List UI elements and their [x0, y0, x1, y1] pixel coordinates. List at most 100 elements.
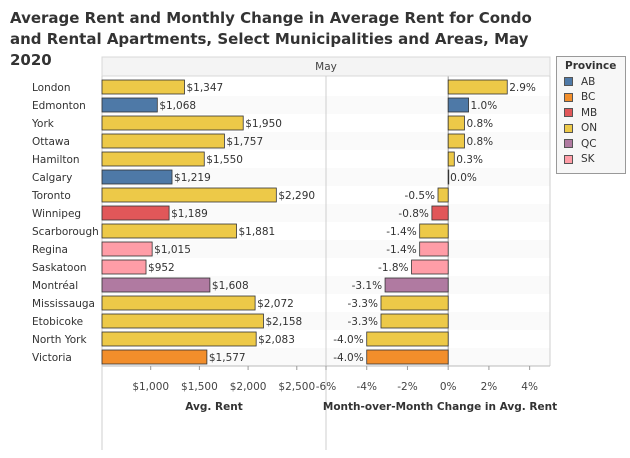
bar-mom_change: [384, 277, 449, 293]
data-label: $1,577: [209, 352, 246, 364]
data-label: 0.8%: [466, 136, 493, 148]
category-label: Hamilton: [32, 154, 80, 166]
axis-title: Month-over-Month Change in Avg. Rent: [323, 401, 557, 413]
data-label: $2,083: [258, 334, 295, 346]
bar-avg_rent: [101, 133, 225, 149]
legend-title: Province: [565, 60, 617, 72]
data-label: -1.4%: [386, 226, 416, 238]
bar-avg_rent: [101, 115, 244, 131]
category-label: Calgary: [32, 172, 72, 184]
data-label: -4.0%: [333, 352, 363, 364]
bar-mom_change: [419, 223, 449, 239]
data-label: -0.5%: [405, 190, 435, 202]
tick-label: -4%: [357, 381, 377, 393]
bar-mom_change: [380, 313, 449, 329]
legend-item-qc[interactable]: QC: [557, 136, 625, 152]
legend-label: QC: [581, 137, 597, 150]
data-label: -1.4%: [386, 244, 416, 256]
data-label: $952: [148, 262, 175, 274]
bar-avg_rent: [101, 223, 237, 239]
category-label: North York: [32, 334, 87, 346]
legend-swatch: [564, 154, 573, 164]
data-label: $1,550: [206, 154, 243, 166]
bar-mom_change: [447, 79, 508, 95]
data-label: $1,881: [238, 226, 275, 238]
data-label: $1,950: [245, 118, 282, 130]
bar-avg_rent: [101, 313, 264, 329]
data-label: -3.1%: [352, 280, 382, 292]
legend-label: BC: [581, 91, 596, 104]
chart-title: Average Rent and Monthly Change in Avera…: [10, 9, 532, 69]
data-label: 0.3%: [456, 154, 483, 166]
tick-label: 0%: [440, 381, 457, 393]
data-label: -1.8%: [378, 262, 408, 274]
bar-mom_change: [419, 241, 449, 257]
data-label: $1,189: [171, 208, 208, 220]
bar-avg_rent: [101, 349, 208, 365]
bar-mom_change: [437, 187, 449, 203]
data-label: 0.0%: [450, 172, 477, 184]
header-label: May: [315, 61, 337, 73]
tick-label: $1,000: [132, 381, 169, 393]
bar-avg_rent: [101, 241, 153, 257]
data-label: $1,608: [212, 280, 249, 292]
category-label: York: [31, 118, 55, 130]
legend-swatch: [564, 77, 573, 87]
category-label: London: [32, 82, 71, 94]
bar-mom_change: [366, 331, 449, 347]
data-label: -3.3%: [348, 316, 378, 328]
data-label: $1,219: [174, 172, 211, 184]
category-label: Ottawa: [32, 136, 70, 148]
legend-label: SK: [581, 153, 595, 166]
legend: Province AB BC MB ON QC SK: [556, 56, 626, 174]
bar-avg_rent: [101, 331, 257, 347]
bar-avg_rent: [101, 295, 256, 311]
legend-swatch: [564, 139, 573, 149]
data-label: -3.3%: [348, 298, 378, 310]
legend-item-on[interactable]: ON: [557, 121, 625, 137]
legend-swatch: [564, 92, 573, 102]
category-label: Winnipeg: [32, 208, 81, 220]
legend-item-ab[interactable]: AB: [557, 74, 625, 90]
category-label: Edmonton: [32, 100, 86, 112]
legend-item-mb[interactable]: MB: [557, 105, 625, 121]
category-label: Toronto: [31, 190, 71, 202]
data-label: $1,757: [226, 136, 263, 148]
data-label: $2,158: [265, 316, 302, 328]
bar-mom_change: [366, 349, 449, 365]
bar-avg_rent: [101, 151, 205, 167]
bar-avg_rent: [101, 187, 277, 203]
bar-mom_change: [447, 151, 455, 167]
data-label: 2.9%: [509, 82, 536, 94]
bar-mom_change: [431, 205, 449, 221]
data-label: 0.8%: [466, 118, 493, 130]
tick-label: 2%: [481, 381, 498, 393]
data-label: $2,290: [278, 190, 315, 202]
category-label: Regina: [32, 244, 68, 256]
category-label: Saskatoon: [32, 262, 87, 274]
legend-item-bc[interactable]: BC: [557, 90, 625, 106]
data-label: -0.8%: [398, 208, 428, 220]
legend-label: MB: [581, 106, 598, 119]
tick-label: $2,500: [278, 381, 315, 393]
legend-item-sk[interactable]: SK: [557, 152, 625, 168]
data-label: $2,072: [257, 298, 294, 310]
category-label: Etobicoke: [32, 316, 83, 328]
tick-label: -6%: [316, 381, 336, 393]
axis-title: Avg. Rent: [185, 401, 242, 413]
data-label: -4.0%: [333, 334, 363, 346]
tick-label: $1,500: [181, 381, 218, 393]
legend-label: AB: [581, 75, 596, 88]
legend-swatch: [564, 123, 573, 133]
bar-mom_change: [447, 133, 465, 149]
category-label: Scarborough: [32, 226, 99, 238]
bar-avg_rent: [101, 277, 211, 293]
data-label: $1,015: [154, 244, 191, 256]
bar-avg_rent: [101, 259, 147, 275]
bar-avg_rent: [101, 205, 170, 221]
category-label: Mississauga: [32, 298, 95, 310]
legend-label: ON: [581, 122, 598, 135]
bar-mom_change: [447, 115, 465, 131]
bar-avg_rent: [101, 169, 173, 185]
